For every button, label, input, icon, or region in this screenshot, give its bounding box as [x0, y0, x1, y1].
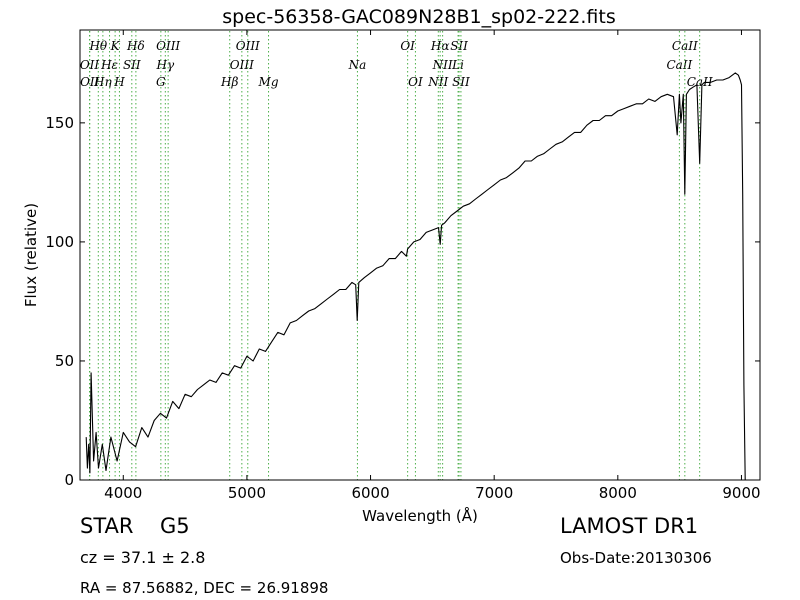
spectral-line-label: Hα	[430, 39, 450, 53]
x-axis-ticks: 4000 5000 6000 7000 8000 9000	[104, 30, 761, 502]
y-tick-label: 50	[55, 352, 74, 370]
x-tick-label: 8000	[599, 484, 637, 502]
x-tick-label: 9000	[722, 484, 760, 502]
chart-title: spec-56358-GAC089N28B1_sp02-222.fits	[222, 6, 616, 28]
spectral-line-label: CaII	[666, 58, 692, 72]
survey-name: LAMOST DR1	[560, 514, 699, 538]
y-tick-label: 150	[45, 114, 74, 132]
x-axis-label: Wavelength (Å)	[362, 506, 478, 525]
spectral-line-label: OIII	[156, 39, 180, 53]
spectral-line-label: CaII	[687, 75, 713, 89]
spectral-line-label: OII	[80, 75, 100, 89]
spectral-line-label: Hθ	[88, 39, 107, 53]
spectral-line-label: NII	[427, 75, 448, 89]
y-tick-label: 100	[45, 233, 74, 251]
spectral-line-label: Na	[348, 58, 367, 72]
x-tick-label: 5000	[228, 484, 266, 502]
x-tick-label: 7000	[475, 484, 513, 502]
spectral-line-label: Hε	[100, 58, 118, 72]
spectrum-series	[85, 72, 746, 481]
spectral-line-label: Hβ	[220, 75, 238, 89]
redshift-value: cz = 37.1 ± 2.8	[80, 548, 206, 567]
plot-frame	[79, 29, 761, 481]
spectral-line-label: OI	[400, 39, 415, 53]
spectral-line-label: SII	[450, 39, 468, 53]
spectral-line-label: Hη	[93, 75, 112, 89]
spectral-line-label: Mg	[258, 75, 279, 89]
coordinates: RA = 87.56882, DEC = 26.91898	[80, 579, 329, 597]
spectral-line-label: SII	[452, 75, 470, 89]
spectral-line-label: NII	[432, 58, 453, 72]
y-axis-ticks: 0 50 100 150	[45, 114, 760, 489]
spectral-line-label: CaII	[672, 39, 698, 53]
spectral-line-label: K	[110, 39, 121, 53]
x-tick-label: 6000	[351, 484, 389, 502]
observation-date: Obs-Date:20130306	[560, 549, 712, 567]
y-axis-label: Flux (relative)	[22, 203, 40, 307]
spectral-line-label: OI	[408, 75, 423, 89]
object-class: STAR	[80, 514, 134, 538]
x-tick-label: 4000	[104, 484, 142, 502]
spectrum-line	[85, 72, 746, 481]
spectral-line-label: SII	[123, 58, 141, 72]
spectral-line-label: Hδ	[126, 39, 145, 53]
spectral-line-label: Hγ	[155, 58, 174, 72]
spectral-line-label: OIII	[236, 39, 260, 53]
y-tick-label: 0	[64, 471, 74, 489]
spectral-line-label: OII	[80, 58, 100, 72]
object-subclass: G5	[160, 514, 190, 538]
spectral-line-label: OIII	[230, 58, 254, 72]
spectral-line-label: Li	[451, 58, 464, 72]
spectral-line-label: G	[156, 75, 166, 89]
spectral-line-label: H	[113, 75, 125, 89]
